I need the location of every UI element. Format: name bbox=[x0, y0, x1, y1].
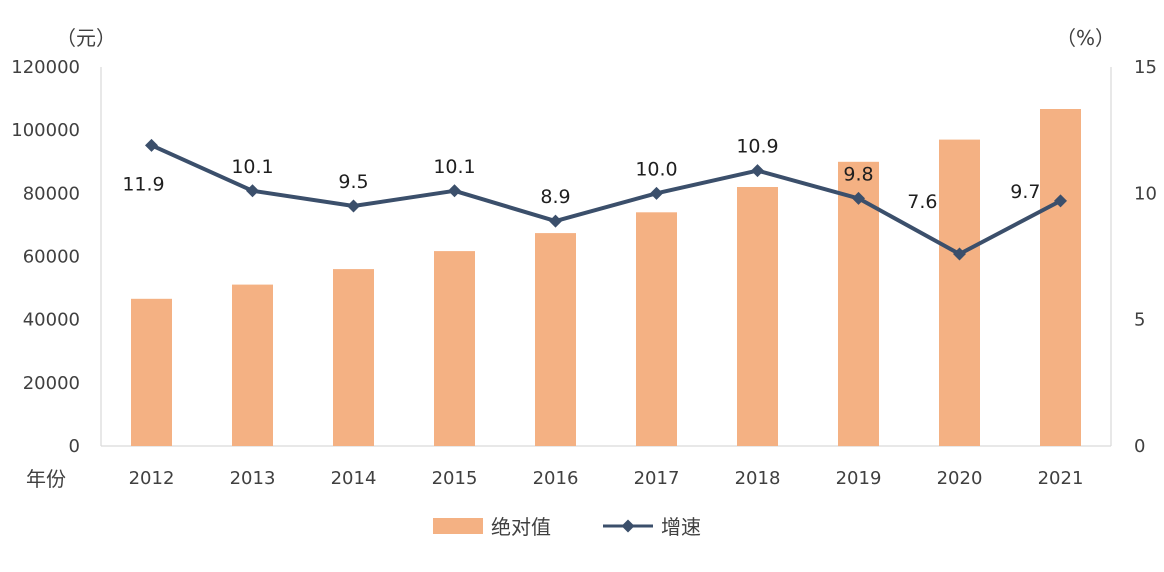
growth-line bbox=[150, 143, 1062, 256]
bar-2013 bbox=[232, 284, 273, 446]
left-tick-40000: 40000 bbox=[23, 310, 80, 331]
left-tick-80000: 80000 bbox=[23, 183, 80, 204]
x-tick-2018: 2018 bbox=[735, 468, 781, 489]
x-axis-label: 年份 bbox=[26, 467, 66, 491]
x-tick-2019: 2019 bbox=[836, 468, 882, 489]
growth-label-2021: 9.7 bbox=[1010, 181, 1040, 203]
left-tick-100000: 100000 bbox=[11, 120, 80, 141]
growth-label-2020: 7.6 bbox=[907, 191, 937, 213]
left-tick-60000: 60000 bbox=[23, 247, 80, 268]
growth-label-2013: 10.1 bbox=[231, 156, 273, 178]
left-tick-0: 0 bbox=[69, 436, 80, 457]
growth-point-2014 bbox=[347, 199, 360, 213]
bar-2012 bbox=[131, 298, 172, 446]
growth-label-2015: 10.1 bbox=[433, 156, 475, 178]
x-tick-2021: 2021 bbox=[1038, 468, 1084, 489]
right-tick-0: 0 bbox=[1134, 436, 1145, 457]
right-axis-unit: （%） bbox=[1056, 26, 1115, 50]
growth-point-2012 bbox=[145, 138, 158, 152]
growth-label-2018: 10.9 bbox=[736, 136, 778, 158]
growth-point-2018 bbox=[751, 164, 764, 178]
x-tick-2017: 2017 bbox=[634, 468, 680, 489]
growth-label-2012: 11.9 bbox=[122, 173, 164, 195]
growth-label-2014: 9.5 bbox=[338, 171, 368, 193]
left-tick-120000: 120000 bbox=[11, 57, 80, 78]
right-tick-10: 10 bbox=[1134, 183, 1157, 204]
growth-point-2015 bbox=[448, 184, 461, 198]
left-tick-20000: 20000 bbox=[23, 373, 80, 394]
x-tick-2020: 2020 bbox=[937, 468, 983, 489]
right-tick-5: 5 bbox=[1134, 310, 1145, 331]
left-axis-unit: （元） bbox=[56, 26, 116, 50]
x-tick-2015: 2015 bbox=[432, 468, 478, 489]
growth-point-2021 bbox=[1054, 194, 1067, 208]
growth-point-2020 bbox=[953, 247, 966, 261]
line-layer bbox=[145, 138, 1067, 261]
x-tick-2012: 2012 bbox=[129, 468, 175, 489]
bar-2014 bbox=[333, 269, 374, 446]
bar-2019 bbox=[838, 161, 879, 447]
legend-label-bar: 绝对值 bbox=[491, 515, 551, 539]
growth-point-2019 bbox=[852, 191, 865, 205]
bar-2017 bbox=[636, 212, 677, 446]
labels-layer: 11.9 10.1 9.5 10.1 8.9 10.0 10.9 9.8 7.6 9.7 bbox=[122, 136, 1040, 213]
x-tick-2016: 2016 bbox=[533, 468, 579, 489]
growth-point-2016 bbox=[549, 214, 562, 228]
bar-2015 bbox=[434, 251, 475, 446]
growth-point-2013 bbox=[246, 184, 259, 198]
right-tick-15: 15 bbox=[1134, 57, 1157, 78]
bars-layer bbox=[131, 109, 1081, 447]
growth-point-2017 bbox=[650, 186, 663, 200]
bar-2020 bbox=[939, 139, 980, 446]
growth-label-2016: 8.9 bbox=[540, 186, 570, 208]
x-tick-2014: 2014 bbox=[331, 468, 377, 489]
legend-swatch-marker bbox=[621, 519, 635, 533]
bar-2021 bbox=[1040, 109, 1081, 446]
x-tick-2013: 2013 bbox=[230, 468, 276, 489]
bar-2018 bbox=[737, 187, 778, 446]
legend: 绝对值 增速 bbox=[433, 515, 701, 539]
growth-label-2017: 10.0 bbox=[635, 158, 677, 180]
legend-swatch-bar bbox=[433, 518, 483, 534]
growth-label-2019: 9.8 bbox=[843, 163, 873, 185]
ticks-layer: 0 20000 40000 60000 80000 100000 120000 0 5 10 15 2… bbox=[11, 57, 1157, 489]
bar-2016 bbox=[535, 233, 576, 446]
legend-label-line: 增速 bbox=[661, 515, 701, 539]
